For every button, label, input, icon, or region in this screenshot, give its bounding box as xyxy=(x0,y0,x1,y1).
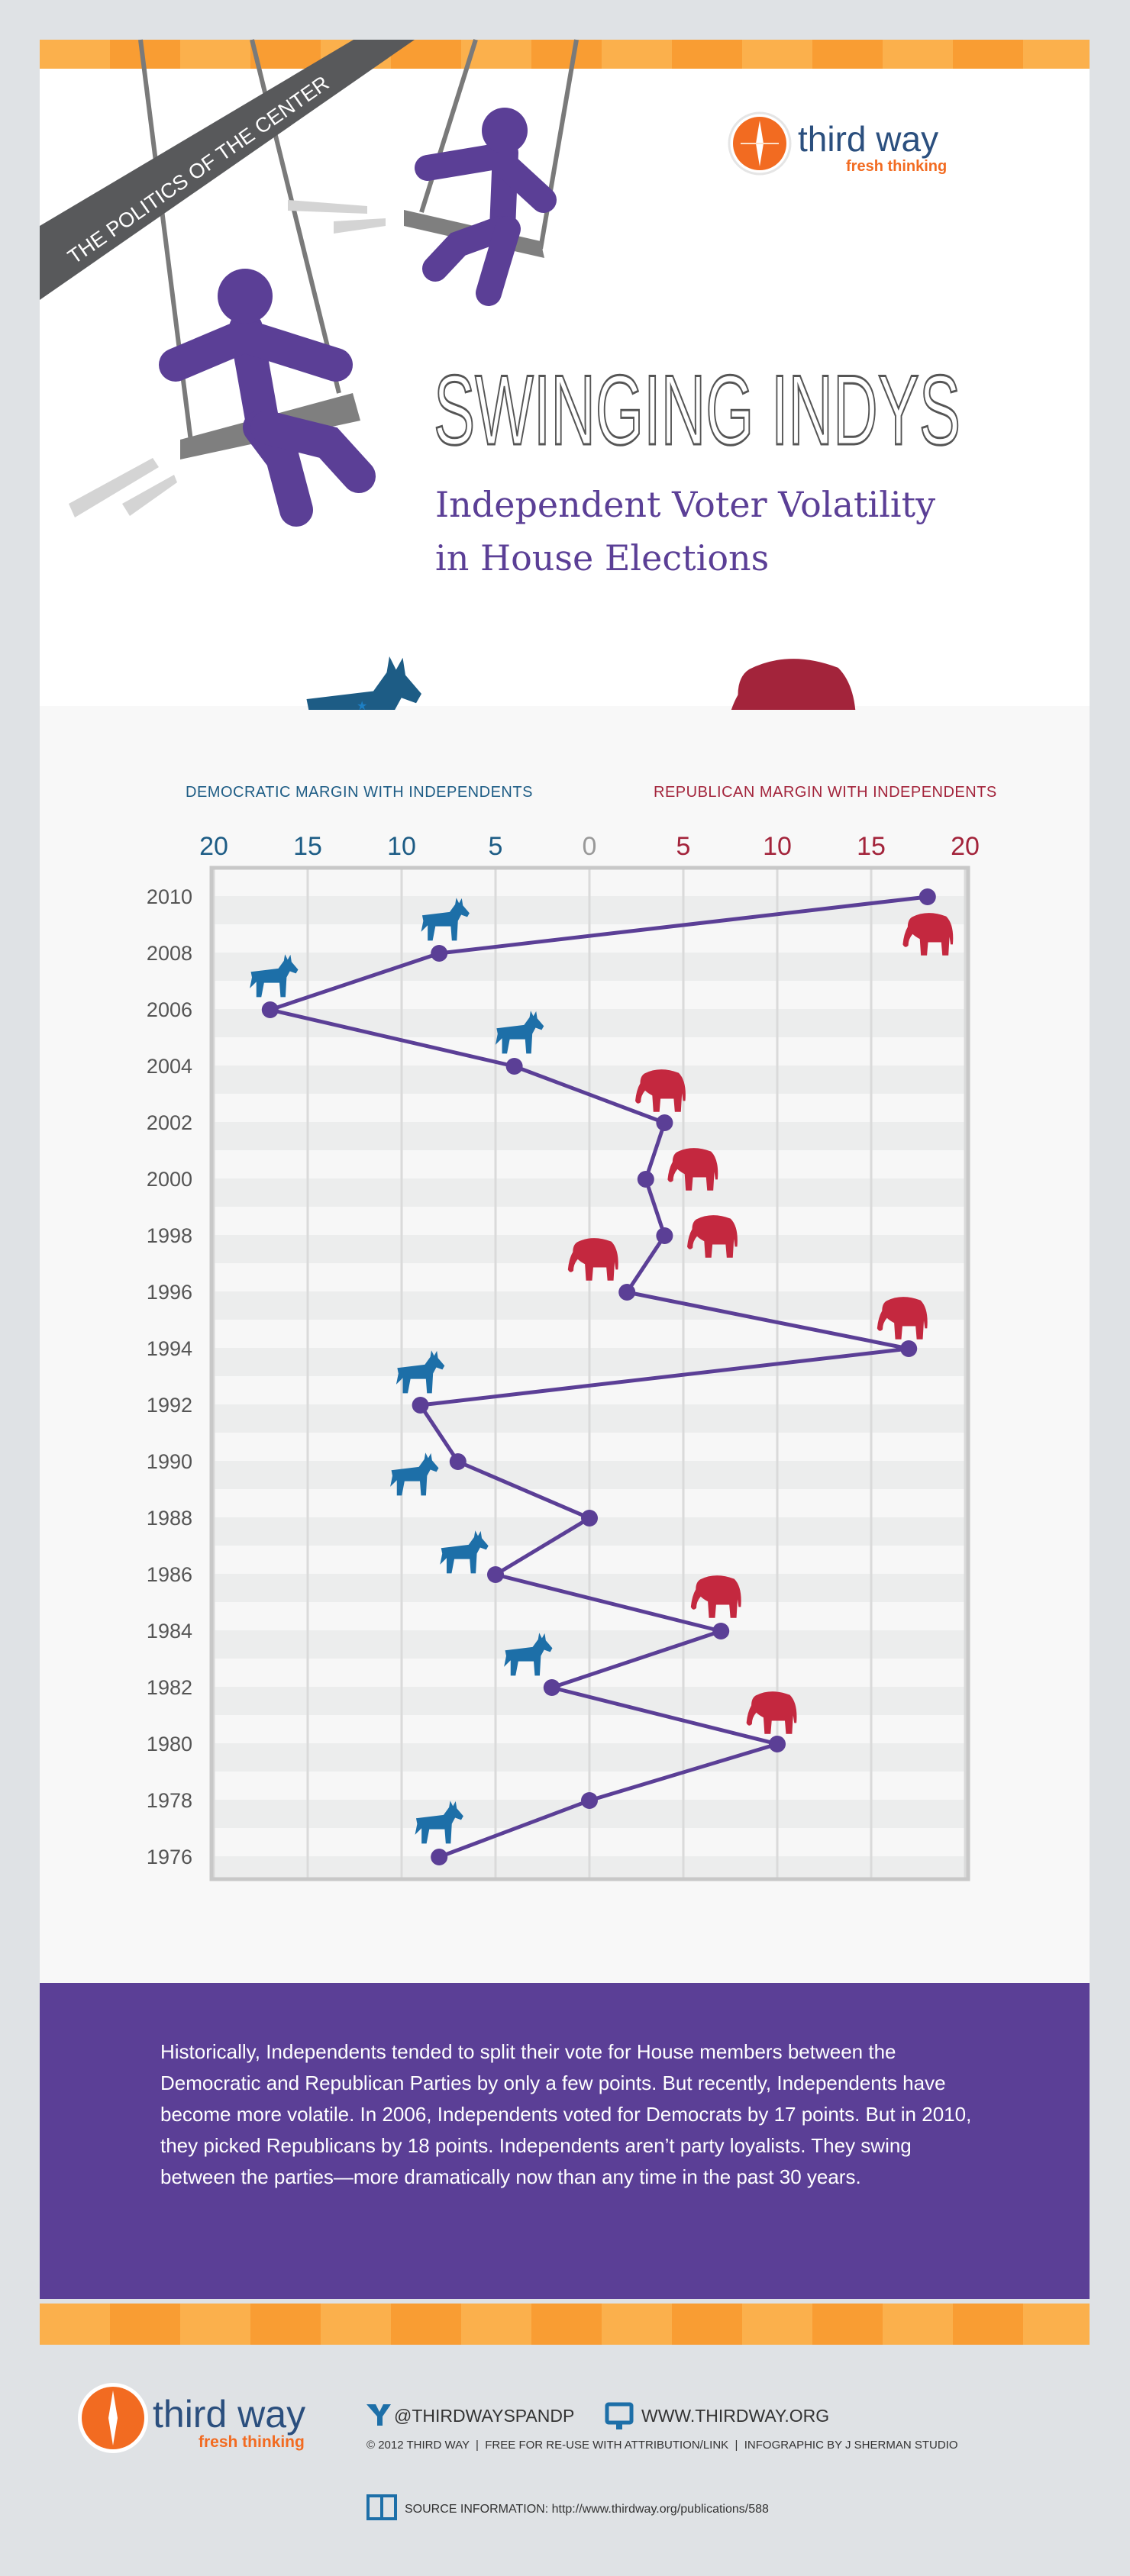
data-point xyxy=(581,1792,598,1809)
svg-text:★: ★ xyxy=(357,700,367,710)
footer: third way fresh thinking @THIRDWAYSPANDP… xyxy=(78,2383,958,2520)
legend-democratic: DEMOCRATIC MARGIN WITH INDEPENDENTS xyxy=(186,784,533,801)
year-label: 2006 xyxy=(147,998,192,1021)
x-tick-label: 10 xyxy=(763,832,792,861)
svg-text:third way: third way xyxy=(798,119,938,159)
person-big-icon xyxy=(159,311,376,527)
year-label: 1992 xyxy=(147,1394,192,1417)
margin-line xyxy=(268,895,928,1859)
year-label: 1990 xyxy=(147,1450,192,1473)
banner-text: THE POLITICS OF THE CENTER xyxy=(63,72,333,269)
year-label: 2008 xyxy=(147,942,192,965)
year-label: 1998 xyxy=(147,1224,192,1247)
data-point xyxy=(900,1340,918,1357)
data-point xyxy=(581,1510,598,1527)
person-small-head xyxy=(482,108,528,153)
summary-text: Historically, Independents tended to spl… xyxy=(160,2040,972,2188)
chart-frame xyxy=(209,866,970,1881)
summary-panel xyxy=(40,1983,1090,2299)
year-label: 1986 xyxy=(147,1563,192,1586)
twitter-handle[interactable]: @THIRDWAYSPANDP xyxy=(394,2406,574,2426)
third-way-logo: third way fresh thinking xyxy=(728,111,947,176)
monitor-icon xyxy=(605,2402,634,2429)
x-tick-label: 5 xyxy=(489,832,503,861)
motion-lines xyxy=(69,200,386,517)
data-point xyxy=(637,1171,654,1188)
x-tick-label: 10 xyxy=(387,832,416,861)
x-tick-label: 15 xyxy=(857,832,886,861)
data-point xyxy=(431,1849,448,1865)
banner: THE POLITICS OF THE CENTER xyxy=(40,40,415,300)
year-label: 1988 xyxy=(147,1507,192,1530)
website-link[interactable]: WWW.THIRDWAY.ORG xyxy=(641,2406,829,2426)
data-point xyxy=(769,1736,786,1752)
person-small-icon xyxy=(415,140,557,306)
x-tick-label: 0 xyxy=(583,832,597,861)
data-point xyxy=(261,1001,279,1018)
data-point xyxy=(712,1623,730,1639)
legend-republican: REPUBLICAN MARGIN WITH INDEPENDENTS xyxy=(654,784,997,801)
orange-stripe-bottom xyxy=(40,2304,1090,2345)
year-label: 1978 xyxy=(147,1789,192,1812)
big-donkey-icon: ★ ★ xyxy=(304,656,421,710)
year-label: 1984 xyxy=(147,1620,192,1643)
footer-logo: third way fresh thinking xyxy=(78,2383,305,2453)
subtitle-line-2: in House Elections xyxy=(435,537,770,579)
book-icon xyxy=(366,2494,397,2520)
margin-chart: 20 15 10 5 0 5 10 15 20 2010 2008 2006 2004 2002 2000 1… xyxy=(147,832,980,1881)
compass-icon xyxy=(108,2391,118,2445)
person-big-head xyxy=(218,269,273,324)
svg-text:fresh thinking: fresh thinking xyxy=(199,2433,305,2451)
svg-text:third way: third way xyxy=(153,2393,305,2436)
data-point xyxy=(505,1058,523,1075)
subtitle-line-1: Independent Voter Volatility xyxy=(435,484,936,525)
credits: © 2012 THIRD WAY | FREE FOR RE-USE WITH … xyxy=(366,2439,958,2452)
year-label: 1976 xyxy=(147,1846,192,1868)
data-point xyxy=(543,1679,560,1696)
data-point xyxy=(618,1284,636,1301)
orange-stripe-top xyxy=(40,40,1090,69)
data-point xyxy=(656,1114,673,1131)
year-label: 1996 xyxy=(147,1281,192,1304)
data-point xyxy=(449,1453,467,1470)
year-label: 1994 xyxy=(147,1337,192,1360)
swing-illustration: THE POLITICS OF THE CENTER third way fre… xyxy=(40,39,962,710)
x-tick-label: 5 xyxy=(676,832,691,861)
twitter-icon xyxy=(366,2404,391,2426)
data-point xyxy=(656,1227,673,1244)
page-title: SWINGING INDYS xyxy=(434,354,960,466)
data-point xyxy=(412,1397,429,1414)
year-label: 1980 xyxy=(147,1733,192,1755)
x-tick-label: 20 xyxy=(951,832,980,861)
source-label: SOURCE INFORMATION: http://www.thirdway.… xyxy=(405,2503,769,2516)
big-elephant-icon xyxy=(725,659,857,710)
x-tick-label: 15 xyxy=(293,832,322,861)
x-tick-label: 20 xyxy=(199,832,228,861)
data-point xyxy=(431,945,448,962)
subtitle: Independent Voter Volatility in House El… xyxy=(435,478,935,585)
svg-text:fresh thinking: fresh thinking xyxy=(846,158,947,175)
data-point xyxy=(487,1566,504,1583)
year-label: 2002 xyxy=(147,1111,192,1134)
year-label: 2000 xyxy=(147,1168,192,1191)
year-label: 2010 xyxy=(147,885,192,908)
source-url[interactable]: http://www.thirdway.org/publications/588 xyxy=(552,2503,769,2516)
year-label: 2004 xyxy=(147,1055,192,1078)
year-label: 1982 xyxy=(147,1676,192,1699)
data-point xyxy=(919,888,936,905)
